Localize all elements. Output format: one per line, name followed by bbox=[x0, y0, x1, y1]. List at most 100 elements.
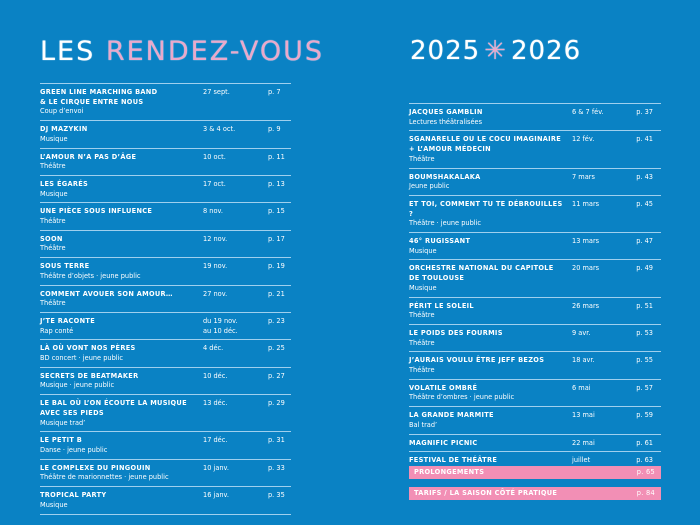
event-category: Théâtre d’objets · jeune public bbox=[40, 271, 141, 280]
event-date: 6 & 7 fév. bbox=[572, 108, 604, 116]
title-word: LES bbox=[40, 36, 96, 67]
event-row[interactable]: VOLATILE OMBRÉ Théâtre d’ombres · jeune p… bbox=[409, 380, 661, 408]
event-title: LE BAL OÙ L’ON ÉCOUTE LA MUSIQUE bbox=[40, 399, 187, 408]
extra-page: p. 65 bbox=[636, 468, 655, 476]
event-page: p. 61 bbox=[636, 438, 653, 447]
event-row[interactable]: ET TOI, COMMENT TU TE DÉBROUILLES ? Théât… bbox=[409, 196, 661, 234]
event-row[interactable]: SGANARELLE OU LE COCU IMAGINAIRE + L’AMOU… bbox=[409, 131, 661, 169]
event-title-line2: & LE CIRQUE ENTRE NOUS bbox=[40, 97, 144, 106]
event-page: p. 25 bbox=[268, 344, 285, 353]
event-row[interactable]: MAGNIFIC PICNIC 22 mai p. 61 bbox=[409, 435, 661, 453]
event-row[interactable]: PÉRIT LE SOLEIL Théâtre 26 mars p. 51 bbox=[409, 298, 661, 325]
event-row[interactable]: LE BAL OÙ L’ON ÉCOUTE LA MUSIQUE AVEC SES… bbox=[40, 395, 291, 433]
event-category: Théâtre bbox=[409, 311, 435, 320]
event-row[interactable]: DJ MAZYKIN Musique 3 & 4 oct. p. 9 bbox=[40, 121, 291, 149]
event-title-line2: DE TOULOUSE bbox=[409, 274, 465, 283]
event-category: Danse · jeune public bbox=[40, 445, 108, 454]
event-row[interactable]: LE COMPLEXE DU PINGOUIN Théâtre de marion… bbox=[40, 460, 291, 488]
event-title: LÀ OÙ VONT NOS PÈRES bbox=[40, 344, 136, 353]
event-date: 13 mars bbox=[572, 237, 600, 246]
event-row[interactable]: J’TE RACONTE Rap conté du 19 nov. au 10 déc… bbox=[40, 313, 291, 341]
event-page: p. 31 bbox=[268, 436, 285, 445]
event-row[interactable]: COMMENT AVOUER SON AMOUR… Théâtre 27 nov. p… bbox=[40, 286, 291, 313]
event-date: 13 mai bbox=[572, 411, 595, 420]
event-row[interactable]: JACQUES GAMBLIN Lectures théâtralisées 6 &… bbox=[409, 104, 661, 132]
extra-label: TARIFS / LA SAISON CÔTÉ PRATIQUE bbox=[414, 489, 558, 497]
event-title: VOLATILE OMBRÉ bbox=[409, 383, 478, 392]
event-title: LA GRANDE MARMITE bbox=[409, 411, 494, 420]
event-category: Théâtre bbox=[409, 154, 435, 163]
event-page: p. 57 bbox=[636, 383, 653, 392]
event-date: 4 déc. bbox=[203, 344, 224, 353]
event-category: Musique trad’ bbox=[40, 418, 86, 427]
event-title: TROPICAL PARTY bbox=[40, 491, 107, 500]
event-row[interactable]: J’AURAIS VOULU ÊTRE JEFF BEZOS Théâtre 18 … bbox=[409, 352, 661, 380]
event-row[interactable]: ORCHESTRE NATIONAL DU CAPITOLE DE TOULOUS… bbox=[409, 260, 661, 298]
event-date: du 19 nov. au 10 déc. bbox=[203, 317, 263, 336]
event-row[interactable]: UNE PIÈCE SOUS INFLUENCE Théâtre 8 nov. p. … bbox=[40, 203, 291, 231]
event-category: Coup d’envoi bbox=[40, 107, 84, 116]
event-row[interactable]: SECRETS DE BEATMAKER Musique · jeune publ… bbox=[40, 368, 291, 396]
event-page: p. 17 bbox=[268, 234, 285, 243]
event-date: 10 oct. bbox=[203, 152, 226, 161]
event-page: p. 47 bbox=[636, 237, 653, 246]
event-row[interactable]: LE PETIT B Danse · jeune public 17 déc. p. … bbox=[40, 432, 291, 460]
event-page: p. 51 bbox=[636, 301, 653, 310]
event-row[interactable]: GREEN LINE MARCHING BAND & LE CIRQUE ENTR… bbox=[40, 84, 291, 122]
event-title: J’AURAIS VOULU ÊTRE JEFF BEZOS bbox=[409, 356, 545, 365]
event-category: Théâtre bbox=[40, 244, 66, 253]
event-page: p. 13 bbox=[268, 179, 285, 188]
event-date-start: du 19 nov. bbox=[203, 316, 238, 325]
event-date: 12 fév. bbox=[572, 135, 595, 144]
event-date: 7 mars bbox=[572, 172, 595, 181]
event-category: Musique bbox=[409, 283, 437, 292]
event-page: p. 43 bbox=[636, 172, 653, 181]
event-category: Théâtre · jeune public bbox=[409, 219, 482, 228]
extra-item-prolongements[interactable]: PROLONGEMENTS p. 65 bbox=[409, 466, 661, 479]
event-row[interactable]: SOON Théâtre 12 nov. p. 17 bbox=[40, 231, 291, 259]
event-category: Théâtre bbox=[40, 299, 66, 308]
event-page: p. 33 bbox=[268, 463, 285, 472]
extra-page: p. 84 bbox=[636, 489, 655, 497]
event-date-end: au 10 déc. bbox=[203, 326, 238, 335]
event-page: p. 23 bbox=[268, 316, 285, 325]
extra-label: PROLONGEMENTS bbox=[414, 468, 485, 476]
event-row[interactable]: TROPICAL PARTY Musique 16 janv. p. 35 bbox=[40, 487, 291, 515]
event-category: Rap conté bbox=[40, 326, 74, 335]
event-row[interactable]: LE POIDS DES FOURMIS Théâtre 9 avr. p. 53 bbox=[409, 325, 661, 353]
event-title: LE POIDS DES FOURMIS bbox=[409, 328, 503, 337]
event-title: ORCHESTRE NATIONAL DU CAPITOLE bbox=[409, 264, 554, 273]
event-category: Théâtre de marionnettes · jeune public bbox=[40, 473, 169, 482]
event-title: DJ MAZYKIN bbox=[40, 125, 88, 134]
event-category: Musique · jeune public bbox=[40, 381, 115, 390]
event-page: p. 15 bbox=[268, 207, 285, 216]
event-title: LES ÉGARÉS bbox=[40, 179, 89, 188]
event-date: 9 avr. bbox=[572, 328, 591, 337]
event-date: 3 & 4 oct. bbox=[203, 125, 236, 134]
event-date: 8 nov. bbox=[203, 207, 223, 216]
event-date: 17 déc. bbox=[203, 436, 228, 445]
event-date: 27 nov. bbox=[203, 289, 228, 298]
left-event-list: GREEN LINE MARCHING BAND & LE CIRQUE ENTR… bbox=[40, 83, 291, 515]
event-category: Théâtre d’ombres · jeune public bbox=[409, 393, 515, 402]
event-row[interactable]: L’AMOUR N’A PAS D’ÂGE Théâtre 10 oct. p. 11 bbox=[40, 149, 291, 176]
event-title: J’TE RACONTE bbox=[40, 316, 96, 325]
event-title: 46° RUGISSANT bbox=[409, 237, 471, 246]
event-category: Musique bbox=[409, 246, 437, 255]
event-page: p. 49 bbox=[636, 264, 653, 273]
event-date: 10 déc. bbox=[203, 371, 228, 380]
extra-item-tarifs[interactable]: TARIFS / LA SAISON CÔTÉ PRATIQUE p. 84 bbox=[409, 487, 661, 500]
event-page: p. 37 bbox=[636, 108, 653, 116]
event-row[interactable]: LES ÉGARÉS Musique 17 oct. p. 13 bbox=[40, 176, 291, 204]
event-category: Bal trad’ bbox=[409, 420, 438, 429]
event-category: Théâtre bbox=[40, 217, 66, 226]
event-row[interactable]: LA GRANDE MARMITE Bal trad’ 13 mai p. 59 bbox=[409, 407, 661, 435]
event-title: GREEN LINE MARCHING BAND bbox=[40, 88, 158, 96]
event-row[interactable]: SOUS TERRE Théâtre d’objets · jeune publi… bbox=[40, 258, 291, 286]
event-title: LE PETIT B bbox=[40, 436, 83, 445]
event-date: 18 avr. bbox=[572, 356, 595, 365]
event-row[interactable]: LÀ OÙ VONT NOS PÈRES BD concert · jeune p… bbox=[40, 340, 291, 368]
event-page: p. 45 bbox=[636, 199, 653, 208]
event-row[interactable]: 46° RUGISSANT Musique 13 mars p. 47 bbox=[409, 233, 661, 261]
event-row[interactable]: BOUMSHAKALAKA Jeune public 7 mars p. 43 bbox=[409, 169, 661, 196]
